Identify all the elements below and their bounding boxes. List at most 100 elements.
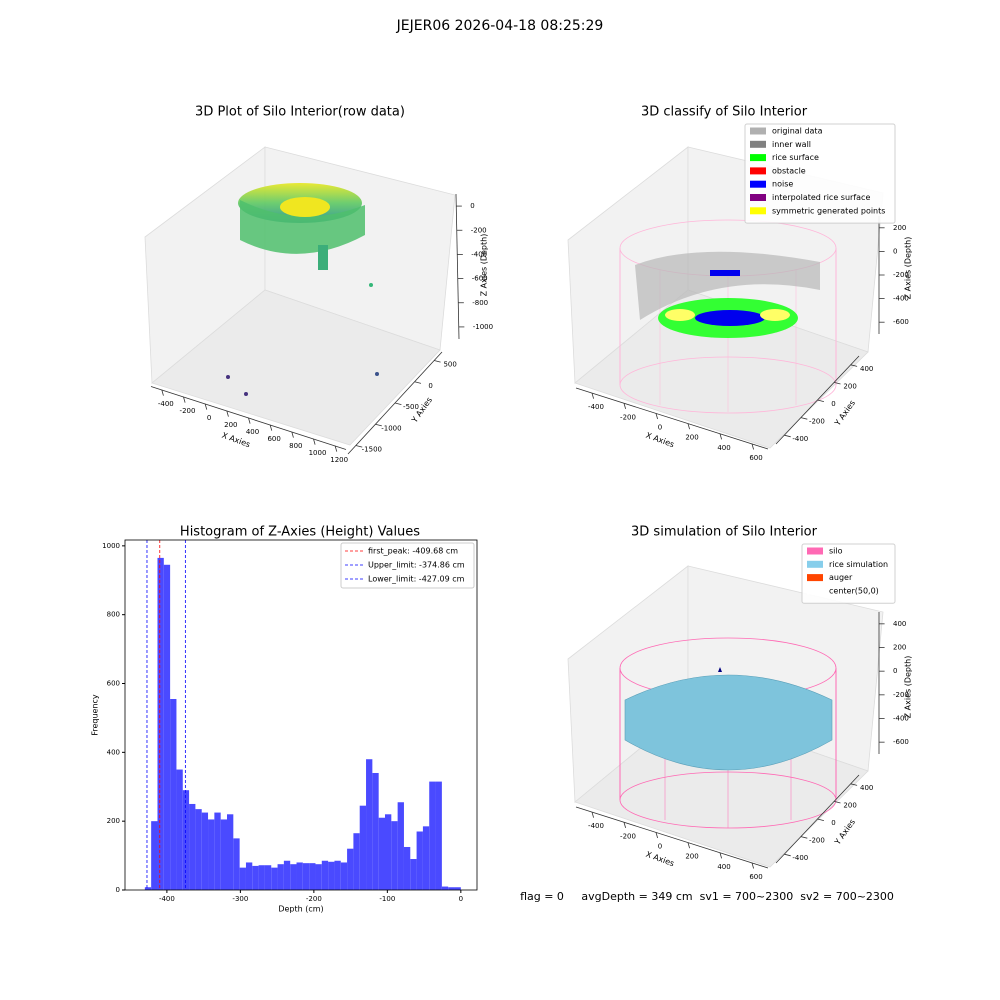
z-tick-label: -200 [893, 271, 909, 279]
tick-mark [655, 413, 658, 420]
legend-label: original data [772, 127, 823, 136]
bar [214, 812, 221, 890]
bar [435, 781, 442, 890]
legend-swatch [807, 560, 823, 568]
z-tick-label: -200 [471, 226, 487, 234]
tick-mark [687, 423, 690, 430]
bar [144, 887, 152, 890]
bar [328, 861, 335, 890]
bar [195, 809, 202, 890]
bar [378, 817, 385, 890]
axis-line [575, 387, 769, 450]
z-tick-label: -600 [472, 275, 488, 283]
tick-mark [591, 811, 594, 818]
legend-label: silo [829, 547, 843, 556]
legend-swatch [750, 167, 766, 175]
bar [176, 769, 183, 890]
y-tick-label: 800 [107, 611, 120, 619]
y-axis-label: Y Axies [832, 818, 857, 848]
tick-mark [850, 364, 858, 367]
y-tick-label: 0 [831, 819, 835, 827]
z-tick-label: -800 [472, 299, 488, 307]
x-tick-label: 600 [267, 435, 280, 443]
y-tick-label: 400 [860, 784, 873, 792]
bar [410, 859, 417, 890]
bar [359, 805, 367, 890]
bar [391, 821, 398, 890]
legend-label: auger [829, 573, 853, 582]
y-tick-label: 200 [107, 817, 120, 825]
axis-line [455, 193, 460, 340]
x-tick-label: 400 [717, 863, 730, 871]
x-tick-label: -200 [620, 413, 636, 421]
z-tick-label: 200 [893, 644, 906, 652]
bar [397, 802, 404, 890]
bar [441, 886, 449, 890]
bar [226, 814, 234, 890]
bar [157, 557, 164, 890]
z-tick-label: 0 [470, 202, 474, 210]
bar [252, 865, 259, 890]
tick-mark [655, 832, 658, 839]
tick-mark [226, 410, 229, 417]
legend-swatch [807, 574, 823, 582]
y-tick-label: 0 [428, 382, 432, 390]
tick-mark [719, 433, 722, 440]
legend-swatch [807, 547, 823, 555]
bar [366, 759, 373, 890]
y-tick-label: 0 [116, 886, 120, 894]
x-tick-label: 400 [246, 428, 259, 436]
x-tick-label: 200 [224, 421, 237, 429]
legend-swatch [750, 194, 766, 201]
y-axis-label: Frequency [91, 694, 100, 736]
x-tick-label: -100 [379, 895, 395, 903]
x-tick-label: -300 [232, 895, 248, 903]
x-tick-label: -200 [620, 832, 636, 840]
bar [189, 803, 196, 890]
legend-swatch [750, 207, 766, 215]
bar [233, 838, 240, 890]
bar [296, 862, 303, 890]
z-tick-label: -400 [471, 250, 487, 258]
chart-title: 3D simulation of Silo Interior [631, 525, 818, 540]
bar [340, 862, 348, 890]
tick-mark [269, 424, 273, 431]
x-tick-label: -400 [158, 400, 174, 408]
z-tick-label: -1000 [473, 323, 493, 331]
bar [163, 564, 171, 890]
z-tick-label: 0 [893, 247, 897, 255]
y-tick-label: 1000 [102, 542, 120, 550]
bar [264, 865, 272, 890]
tick-mark [375, 423, 382, 427]
bar [315, 864, 322, 890]
z-tick-label: -600 [893, 738, 909, 746]
legend-swatch [750, 127, 766, 135]
y-tick-label: -1500 [362, 446, 382, 454]
classified-point-cloud [619, 219, 837, 414]
x-axis-label: X Axies [645, 431, 676, 450]
legend-box [744, 123, 896, 224]
bar [208, 819, 215, 890]
bar [170, 698, 177, 890]
tick-mark [751, 862, 754, 869]
legend-label: center(50,0) [829, 586, 879, 595]
x-tick-label: 600 [749, 454, 762, 462]
tick-mark [334, 445, 338, 452]
bar [277, 864, 284, 890]
x-tick-label: 0 [459, 895, 463, 903]
y-tick-label: 200 [843, 801, 856, 809]
bar [302, 863, 310, 890]
bar [151, 821, 158, 890]
x-axis-label: Depth (cm) [278, 905, 323, 914]
legend-box [801, 543, 896, 604]
y-axis-label: Y Axies [832, 399, 857, 429]
y-tick-label: -500 [403, 403, 419, 411]
tick-mark [784, 853, 791, 857]
tick-mark [204, 403, 208, 410]
silo-simulation [619, 637, 837, 829]
bar [403, 846, 411, 890]
bar [454, 887, 461, 890]
tick-mark [394, 402, 402, 405]
z-tick-label: -400 [893, 295, 909, 303]
